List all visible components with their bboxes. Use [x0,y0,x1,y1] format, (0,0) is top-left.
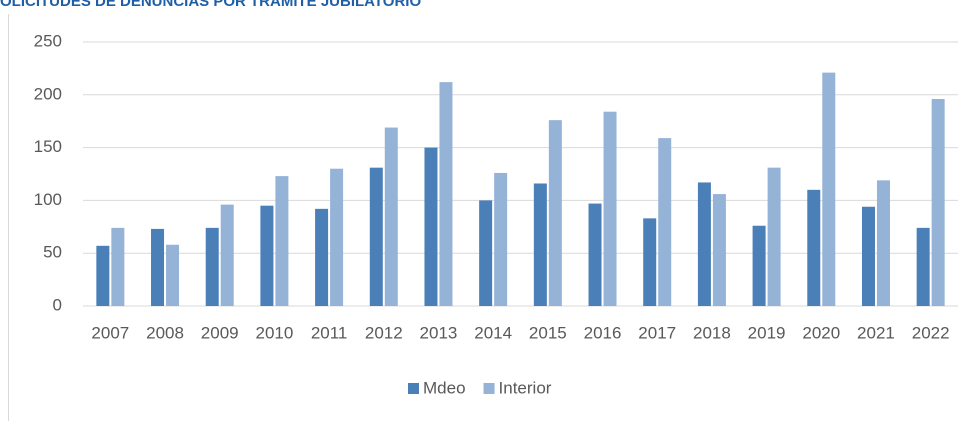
bar [603,111,617,306]
bar [439,82,453,307]
bar [822,72,836,307]
bar [931,99,945,306]
x-tick-label: 2007 [91,323,129,342]
bar [111,227,125,306]
x-tick-label: 2021 [857,323,895,342]
x-tick-label: 2018 [693,323,731,342]
bar [588,203,602,306]
y-tick-label: 150 [34,137,62,156]
bar [384,127,398,306]
x-tick-label: 2008 [146,323,184,342]
bar [166,244,180,306]
bar [260,205,274,306]
chart-title: OLICITUDES DE DENUNCIAS POR TRAMITE JUBI… [0,0,421,10]
bar [807,189,821,306]
x-tick-label: 2010 [255,323,293,342]
x-tick-label: 2009 [201,323,239,342]
bar [151,228,165,306]
legend-label: Interior [499,378,552,397]
bar [767,167,781,306]
bar [548,120,562,306]
bar [424,147,438,306]
bar [494,172,508,306]
y-tick-label: 0 [53,295,62,314]
bar [876,180,890,306]
bar [861,206,875,306]
x-tick-label: 2012 [365,323,403,342]
bar [916,227,930,306]
bar [479,200,493,306]
x-tick-label: 2016 [584,323,622,342]
legend-swatch [483,383,495,394]
y-tick-label: 200 [34,84,62,103]
x-tick-label: 2019 [748,323,786,342]
x-tick-label: 2020 [802,323,840,342]
x-tick-label: 2015 [529,323,567,342]
bar [369,167,383,306]
bar [752,225,766,306]
y-tick-label: 250 [34,31,62,50]
bar [697,182,711,306]
x-tick-label: 2013 [420,323,458,342]
bar [533,183,547,306]
bar [96,245,110,306]
x-tick-label: 2011 [311,323,348,342]
bar [658,138,672,306]
bar [330,168,344,306]
legend-label: Mdeo [423,378,466,397]
x-tick-label: 2022 [912,323,950,342]
bar [220,204,234,306]
bar [205,227,219,306]
bar [712,194,726,306]
bar [275,176,289,306]
bar [643,218,657,306]
legend-swatch [408,383,419,394]
x-tick-label: 2014 [474,323,512,342]
y-tick-label: 50 [43,243,62,262]
bar [315,208,329,306]
y-tick-label: 100 [34,190,62,209]
x-tick-label: 2017 [638,323,676,342]
